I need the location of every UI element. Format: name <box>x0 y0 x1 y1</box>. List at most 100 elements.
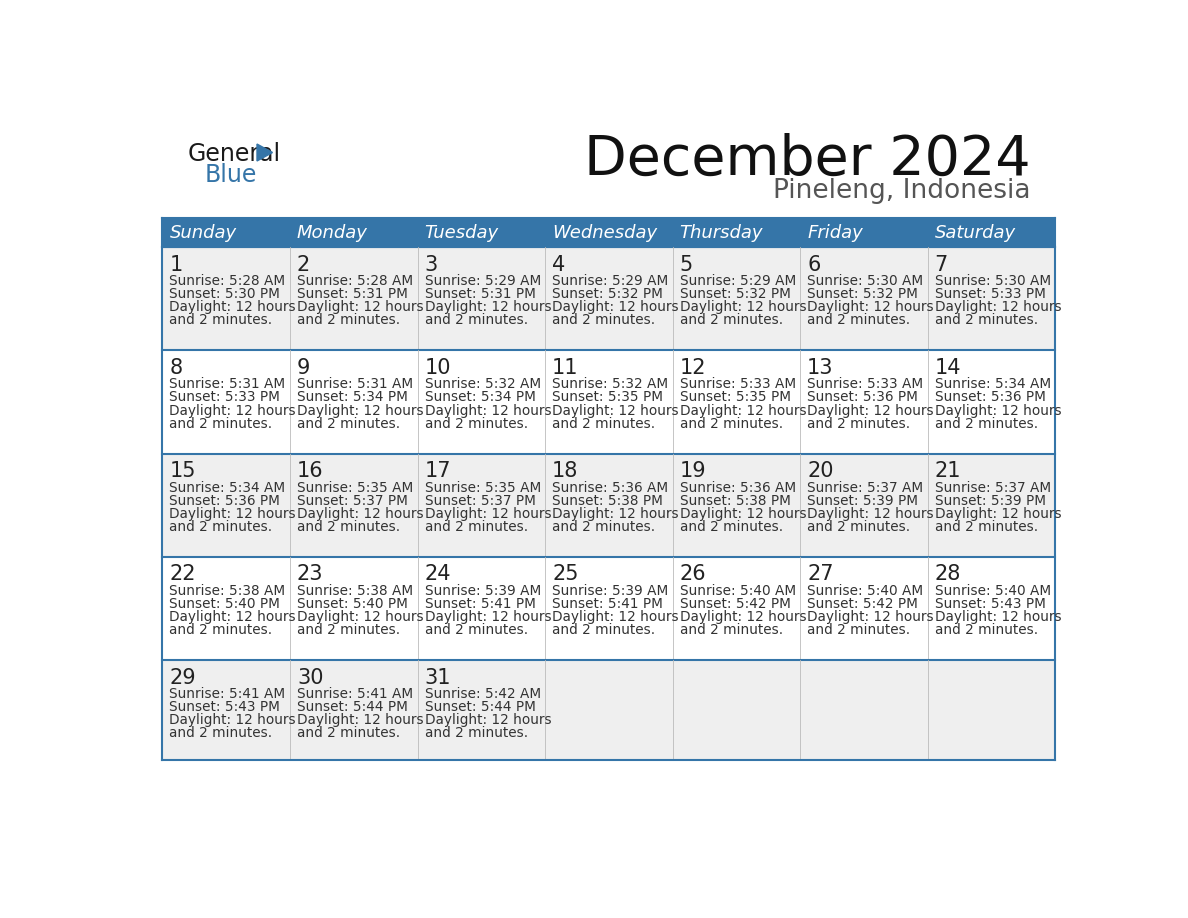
Text: Blue: Blue <box>204 162 257 186</box>
Text: and 2 minutes.: and 2 minutes. <box>297 417 400 431</box>
Text: General: General <box>188 142 280 166</box>
Text: Sunrise: 5:31 AM: Sunrise: 5:31 AM <box>170 377 285 391</box>
Text: Daylight: 12 hours: Daylight: 12 hours <box>552 507 678 521</box>
Text: Sunrise: 5:40 AM: Sunrise: 5:40 AM <box>807 584 923 598</box>
Text: Pineleng, Indonesia: Pineleng, Indonesia <box>773 178 1030 204</box>
Text: Daylight: 12 hours: Daylight: 12 hours <box>170 507 296 521</box>
Text: 30: 30 <box>297 667 323 688</box>
Text: and 2 minutes.: and 2 minutes. <box>297 623 400 637</box>
Text: 20: 20 <box>807 461 834 481</box>
Text: Daylight: 12 hours: Daylight: 12 hours <box>170 300 296 314</box>
Text: Sunset: 5:35 PM: Sunset: 5:35 PM <box>552 390 663 405</box>
Text: 31: 31 <box>424 667 451 688</box>
Text: and 2 minutes.: and 2 minutes. <box>424 313 527 328</box>
Polygon shape <box>257 144 272 161</box>
Text: Daylight: 12 hours: Daylight: 12 hours <box>170 404 296 418</box>
Text: Sunrise: 5:41 AM: Sunrise: 5:41 AM <box>170 687 285 700</box>
Text: Sunrise: 5:35 AM: Sunrise: 5:35 AM <box>297 480 413 495</box>
Text: and 2 minutes.: and 2 minutes. <box>807 313 910 328</box>
Text: Daylight: 12 hours: Daylight: 12 hours <box>680 507 807 521</box>
Text: and 2 minutes.: and 2 minutes. <box>935 520 1038 533</box>
Text: and 2 minutes.: and 2 minutes. <box>680 520 783 533</box>
Text: and 2 minutes.: and 2 minutes. <box>680 417 783 431</box>
Text: 2: 2 <box>297 255 310 274</box>
Text: 4: 4 <box>552 255 565 274</box>
Text: and 2 minutes.: and 2 minutes. <box>297 520 400 533</box>
Text: 24: 24 <box>424 565 451 585</box>
Text: Friday: Friday <box>807 224 862 242</box>
Text: Daylight: 12 hours: Daylight: 12 hours <box>424 507 551 521</box>
Text: Sunset: 5:39 PM: Sunset: 5:39 PM <box>935 494 1045 508</box>
Text: Sunset: 5:41 PM: Sunset: 5:41 PM <box>424 597 536 610</box>
Text: 18: 18 <box>552 461 579 481</box>
Text: Daylight: 12 hours: Daylight: 12 hours <box>424 610 551 624</box>
Text: and 2 minutes.: and 2 minutes. <box>424 623 527 637</box>
Text: Sunset: 5:39 PM: Sunset: 5:39 PM <box>807 494 918 508</box>
Text: Sunset: 5:37 PM: Sunset: 5:37 PM <box>424 494 536 508</box>
Text: Sunrise: 5:29 AM: Sunrise: 5:29 AM <box>424 274 541 288</box>
Text: 1: 1 <box>170 255 183 274</box>
Text: Sunrise: 5:29 AM: Sunrise: 5:29 AM <box>552 274 669 288</box>
Text: Daylight: 12 hours: Daylight: 12 hours <box>170 713 296 727</box>
Text: Sunrise: 5:32 AM: Sunrise: 5:32 AM <box>424 377 541 391</box>
Bar <box>163 351 1055 453</box>
Text: Daylight: 12 hours: Daylight: 12 hours <box>680 404 807 418</box>
Bar <box>163 453 1055 556</box>
Text: Sunrise: 5:32 AM: Sunrise: 5:32 AM <box>552 377 668 391</box>
Text: Sunrise: 5:34 AM: Sunrise: 5:34 AM <box>935 377 1051 391</box>
Text: and 2 minutes.: and 2 minutes. <box>552 623 655 637</box>
Text: Daylight: 12 hours: Daylight: 12 hours <box>424 713 551 727</box>
Text: Sunrise: 5:33 AM: Sunrise: 5:33 AM <box>680 377 796 391</box>
Text: 29: 29 <box>170 667 196 688</box>
Text: Sunset: 5:38 PM: Sunset: 5:38 PM <box>680 494 790 508</box>
Text: Sunset: 5:44 PM: Sunset: 5:44 PM <box>297 700 407 714</box>
Text: Sunset: 5:34 PM: Sunset: 5:34 PM <box>424 390 536 405</box>
Text: Sunrise: 5:40 AM: Sunrise: 5:40 AM <box>680 584 796 598</box>
Text: Sunset: 5:32 PM: Sunset: 5:32 PM <box>807 287 918 301</box>
Text: 6: 6 <box>807 255 821 274</box>
Text: and 2 minutes.: and 2 minutes. <box>297 726 400 740</box>
Text: 12: 12 <box>680 358 706 378</box>
Text: Daylight: 12 hours: Daylight: 12 hours <box>424 404 551 418</box>
Text: Sunrise: 5:42 AM: Sunrise: 5:42 AM <box>424 687 541 700</box>
Text: and 2 minutes.: and 2 minutes. <box>170 623 272 637</box>
Text: Sunset: 5:43 PM: Sunset: 5:43 PM <box>170 700 280 714</box>
Text: Sunrise: 5:30 AM: Sunrise: 5:30 AM <box>935 274 1051 288</box>
Text: and 2 minutes.: and 2 minutes. <box>297 313 400 328</box>
Text: and 2 minutes.: and 2 minutes. <box>424 726 527 740</box>
Text: Daylight: 12 hours: Daylight: 12 hours <box>424 300 551 314</box>
Text: 26: 26 <box>680 565 706 585</box>
Text: Daylight: 12 hours: Daylight: 12 hours <box>935 404 1061 418</box>
Text: 15: 15 <box>170 461 196 481</box>
Text: and 2 minutes.: and 2 minutes. <box>552 313 655 328</box>
Text: Sunrise: 5:41 AM: Sunrise: 5:41 AM <box>297 687 413 700</box>
Text: and 2 minutes.: and 2 minutes. <box>807 520 910 533</box>
Text: 10: 10 <box>424 358 451 378</box>
Text: 23: 23 <box>297 565 323 585</box>
Text: Daylight: 12 hours: Daylight: 12 hours <box>297 713 424 727</box>
Bar <box>801 218 928 247</box>
Text: Sunrise: 5:29 AM: Sunrise: 5:29 AM <box>680 274 796 288</box>
Text: 16: 16 <box>297 461 323 481</box>
Text: Sunrise: 5:28 AM: Sunrise: 5:28 AM <box>170 274 285 288</box>
Text: Sunrise: 5:38 AM: Sunrise: 5:38 AM <box>297 584 413 598</box>
Bar <box>417 218 545 247</box>
Text: Daylight: 12 hours: Daylight: 12 hours <box>807 507 934 521</box>
Text: Daylight: 12 hours: Daylight: 12 hours <box>935 300 1061 314</box>
Text: Daylight: 12 hours: Daylight: 12 hours <box>680 610 807 624</box>
Text: and 2 minutes.: and 2 minutes. <box>552 520 655 533</box>
Text: and 2 minutes.: and 2 minutes. <box>935 313 1038 328</box>
Text: Daylight: 12 hours: Daylight: 12 hours <box>935 507 1061 521</box>
Text: and 2 minutes.: and 2 minutes. <box>170 313 272 328</box>
Text: Sunset: 5:42 PM: Sunset: 5:42 PM <box>680 597 790 610</box>
Text: Thursday: Thursday <box>680 224 763 242</box>
Text: Sunset: 5:33 PM: Sunset: 5:33 PM <box>170 390 280 405</box>
Text: and 2 minutes.: and 2 minutes. <box>170 417 272 431</box>
Text: Sunrise: 5:37 AM: Sunrise: 5:37 AM <box>935 480 1051 495</box>
Bar <box>672 218 801 247</box>
Text: Saturday: Saturday <box>935 224 1016 242</box>
Text: Sunset: 5:34 PM: Sunset: 5:34 PM <box>297 390 407 405</box>
Text: Monday: Monday <box>297 224 368 242</box>
Text: Daylight: 12 hours: Daylight: 12 hours <box>807 300 934 314</box>
Text: Sunrise: 5:36 AM: Sunrise: 5:36 AM <box>552 480 668 495</box>
